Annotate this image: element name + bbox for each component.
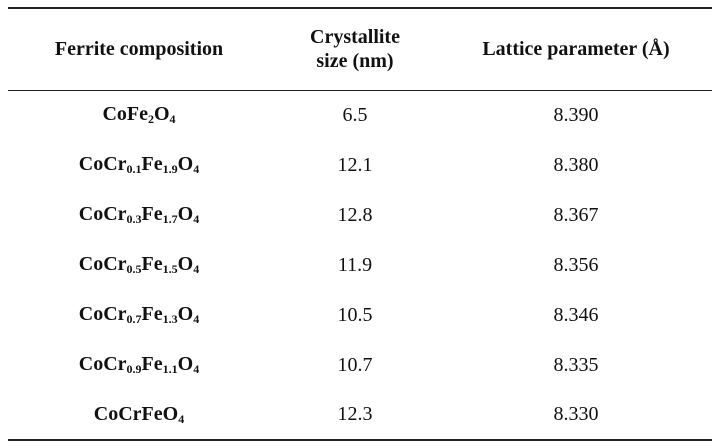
subscript: 0.3 [126,212,142,226]
composition-cell: CoFe2O4 [8,90,270,140]
lattice-parameter: 8.380 [553,153,599,176]
formula-text: CoCr [78,253,127,275]
size-cell: 12.1 [270,140,440,190]
table-body: CoFe2O4 6.5 8.390 CoCr0.1Fe1.9O4 12.1 8.380 Co… [8,90,712,440]
subscript: 1.7 [162,212,178,226]
composition-cell: CoCr0.7Fe1.3O4 [8,290,270,340]
crystallite-size: 11.9 [337,253,373,276]
formula-text: O [177,253,194,275]
formula-text: Fe [141,253,163,275]
lattice-parameter: 8.346 [553,303,599,326]
header-text: Ferrite composition [54,38,224,61]
header-text: Lattice parameter (Å) [482,38,670,61]
crystallite-size: 10.7 [337,353,373,376]
formula-text: Fe [141,353,163,375]
subscript: 0.7 [126,312,142,326]
lattice-parameter: 8.335 [553,353,599,376]
crystallite-size: 10.5 [337,303,373,326]
subscript: 0.1 [126,162,142,176]
formula-text: CoFe [102,103,148,126]
formula-text: CoCrFeO [93,402,179,425]
formula-text: O [177,153,194,175]
header-cell: Ferrite composition [8,8,270,90]
subscript: 1.1 [162,362,178,376]
formula-text: CoCr [78,203,127,225]
table-row: CoCr0.7Fe1.3O4 10.5 8.346 [8,290,712,340]
table-row: CoCr0.5Fe1.5O4 11.9 8.356 [8,240,712,290]
table-row: CoCr0.9Fe1.1O4 10.7 8.335 [8,340,712,390]
subscript: 4 [193,262,200,276]
crystallite-size: 12.8 [337,203,373,226]
size-cell: 10.5 [270,290,440,340]
size-cell: 6.5 [270,90,440,140]
lattice-cell: 8.380 [440,140,712,190]
lattice-parameter: 8.330 [553,403,599,425]
crystallite-size: 12.3 [337,403,373,425]
size-cell: 12.8 [270,190,440,240]
subscript: 1.3 [162,312,178,326]
crystallite-size: 12.1 [337,153,373,176]
header-text: Crystallite size (nm) [310,26,400,73]
header-cell: Lattice parameter (Å) [440,8,712,90]
composition-cell: CoCr0.1Fe1.9O4 [8,140,270,190]
composition-cell: CoCr0.3Fe1.7O4 [8,190,270,240]
lattice-cell: 8.335 [440,340,712,390]
subscript: 0.5 [126,262,142,276]
table-header: Ferrite composition Crystallite size (nm… [8,8,712,90]
lattice-parameter: 8.356 [553,253,599,276]
lattice-cell: 8.346 [440,290,712,340]
lattice-cell: 8.356 [440,240,712,290]
subscript: 4 [193,312,200,326]
size-cell: 11.9 [270,240,440,290]
size-cell: 12.3 [270,390,440,440]
crystallite-size: 6.5 [342,103,368,126]
lattice-cell: 8.390 [440,90,712,140]
composition-cell: CoCr0.5Fe1.5O4 [8,240,270,290]
formula-text: Fe [141,153,163,175]
formula-text: O [177,303,194,325]
composition-cell: CoCrFeO4 [8,390,270,440]
formula-text: Fe [141,203,163,225]
formula-text: O [177,203,194,225]
subscript: 1.5 [162,262,178,276]
data-table: Ferrite composition Crystallite size (nm… [8,7,712,441]
header-row: Ferrite composition Crystallite size (nm… [8,8,712,90]
formula-text: CoCr [78,153,127,175]
table-row: CoFe2O4 6.5 8.390 [8,90,712,140]
lattice-parameter: 8.367 [553,203,599,226]
table-row: CoCr0.1Fe1.9O4 12.1 8.380 [8,140,712,190]
composition-cell: CoCr0.9Fe1.1O4 [8,340,270,390]
table-row: CoCrFeO4 12.3 8.330 [8,390,712,440]
formula-text: CoCr [78,353,127,375]
subscript: 4 [169,112,176,127]
lattice-cell: 8.330 [440,390,712,440]
lattice-parameter: 8.390 [553,103,599,126]
size-cell: 10.7 [270,340,440,390]
lattice-cell: 8.367 [440,190,712,240]
subscript: 4 [193,162,200,176]
subscript: 0.9 [126,362,142,376]
subscript: 4 [193,362,200,376]
formula-text: O [177,353,194,375]
header-cell: Crystallite size (nm) [270,8,440,90]
formula-text: CoCr [78,303,127,325]
formula-text: O [153,103,170,126]
subscript: 4 [178,411,185,426]
subscript: 1.9 [162,162,178,176]
formula-text: Fe [141,303,163,325]
subscript: 2 [147,112,154,127]
table-row: CoCr0.3Fe1.7O4 12.8 8.367 [8,190,712,240]
subscript: 4 [193,212,200,226]
